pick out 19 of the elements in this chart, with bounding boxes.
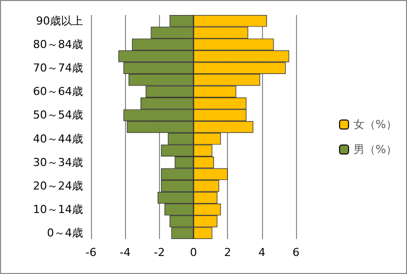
y-tick-label: 80～84歳 [33,38,83,51]
x-tick-label: 4 [258,246,266,259]
x-tick-label: -4 [120,246,131,259]
y-tick-label: 10～14歳 [33,203,83,216]
y-tick-label: 70～74歳 [33,62,83,75]
y-tick-label: 60～64歳 [33,85,83,98]
y-tick-label: 0～4歳 [47,226,83,240]
y-tick-label: 50～54歳 [33,108,83,122]
x-tick-label: -2 [154,246,165,259]
legend-label: 女（%） [354,118,397,131]
x-tick-label: 0 [190,246,197,259]
y-tick-label: 90歳以上 [36,14,83,28]
y-tick-label: 30～34歳 [33,156,83,169]
legend-label: 男（%） [354,143,397,156]
x-tick-label: -6 [86,246,96,259]
x-tick-label: 2 [224,246,232,259]
y-tick-label: 40～44歳 [33,132,83,146]
x-tick-label: 6 [292,246,300,259]
y-tick-label: 20～24歳 [33,179,83,192]
